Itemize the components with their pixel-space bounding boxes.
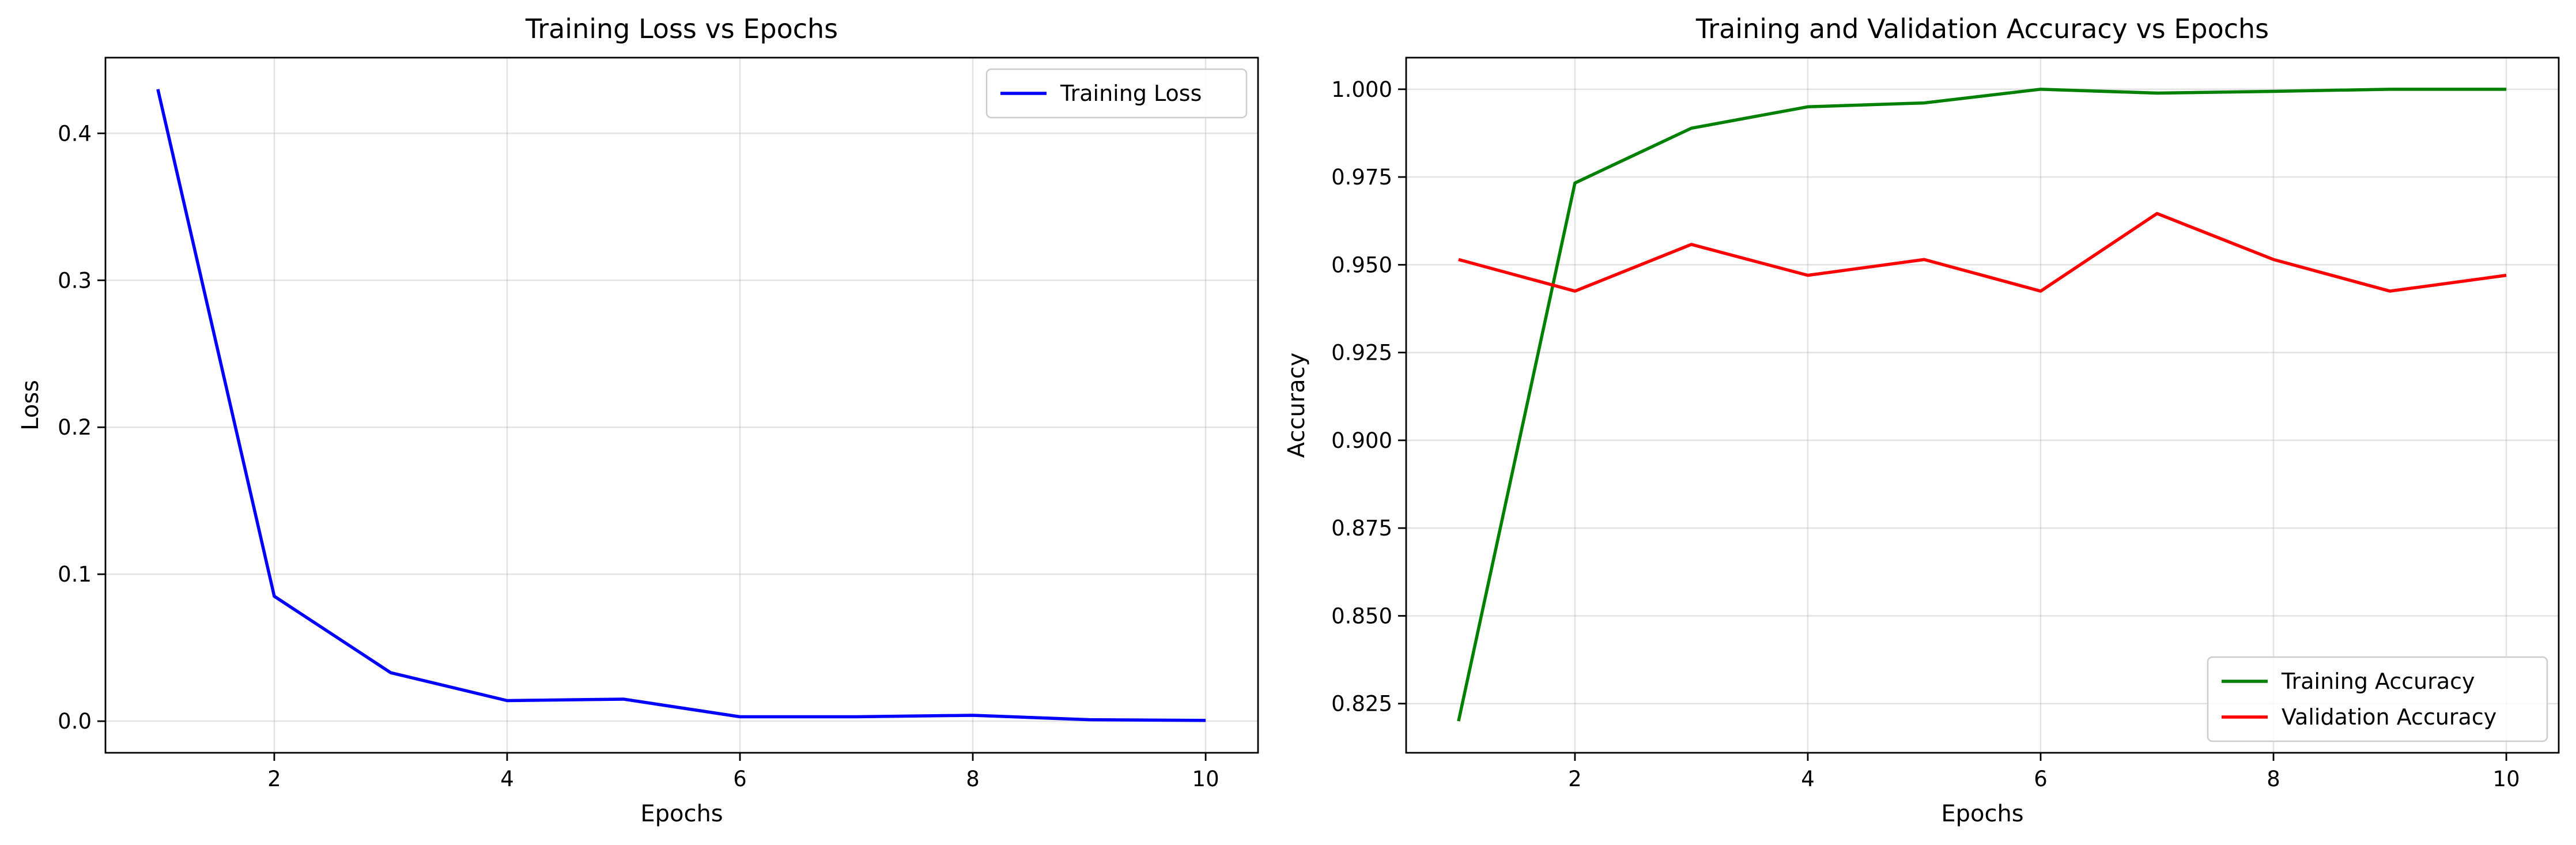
loss-legend: Training Loss [985,68,1248,119]
loss-plot-area [104,56,1259,754]
accuracy-chart: Training and Validation Accuracy vs Epoc… [1283,13,2560,827]
accuracy-y-tick-label: 0.875 [1331,516,1392,541]
loss-chart-title: Training Loss vs Epochs [525,13,838,44]
loss-y-tick-label: 0.0 [58,709,92,734]
loss-x-tick-label: 2 [267,767,281,791]
accuracy-x-tick-label: 4 [1801,767,1815,791]
accuracy-x-tick-label: 10 [2493,767,2520,791]
accuracy-y-tick-label: 1.000 [1331,77,1392,102]
loss-y-tick-label: 0.1 [58,562,92,587]
training-loss-line [156,89,1206,722]
loss-legend-box [985,68,1248,119]
accuracy-legend: Training Accuracy Validation Accuracy [2207,656,2548,742]
loss-x-tick-label: 4 [500,767,514,791]
loss-y-tick-label: 0.3 [58,268,92,293]
training-loss-legend-label: Training Loss [1060,81,1202,106]
accuracy-y-tick-label: 0.900 [1331,428,1392,453]
loss-y-axis-label: Loss [17,380,44,431]
accuracy-x-tick-label: 8 [2267,767,2280,791]
accuracy-x-axis-label: Epochs [1941,801,2023,827]
accuracy-y-tick-label: 0.925 [1331,341,1392,365]
loss-y-tick-label: 0.4 [58,121,92,146]
loss-y-tick-label: 0.2 [58,415,92,440]
loss-x-axis-label: Epochs [640,801,723,827]
accuracy-y-axis-label: Accuracy [1283,353,1310,458]
training-accuracy-line [1457,88,2507,722]
accuracy-y-tick-label: 0.975 [1331,165,1392,190]
accuracy-y-tick-label: 0.850 [1331,603,1392,628]
accuracy-y-tick-label: 0.950 [1331,252,1392,277]
loss-x-tick-label: 6 [733,767,747,791]
accuracy-x-tick-label: 6 [2034,767,2048,791]
validation-accuracy-legend-label: Validation Accuracy [2282,704,2496,730]
loss-x-tick-label: 8 [966,767,980,791]
accuracy-y-tick-label: 0.825 [1331,692,1392,716]
accuracy-x-tick-label: 2 [1568,767,1582,791]
accuracy-plot-area [1405,56,2560,754]
accuracy-chart-title: Training and Validation Accuracy vs Epoc… [1695,13,2269,44]
training-accuracy-legend-label: Training Accuracy [2281,669,2475,694]
validation-accuracy-line [1458,212,2507,293]
accuracy-legend-box [2207,656,2548,742]
loss-x-tick-label: 10 [1192,767,1219,791]
loss-chart: Training Loss vs Epochs 2 4 6 8 10 0.0 0.1 0.2 0… [17,13,1259,827]
